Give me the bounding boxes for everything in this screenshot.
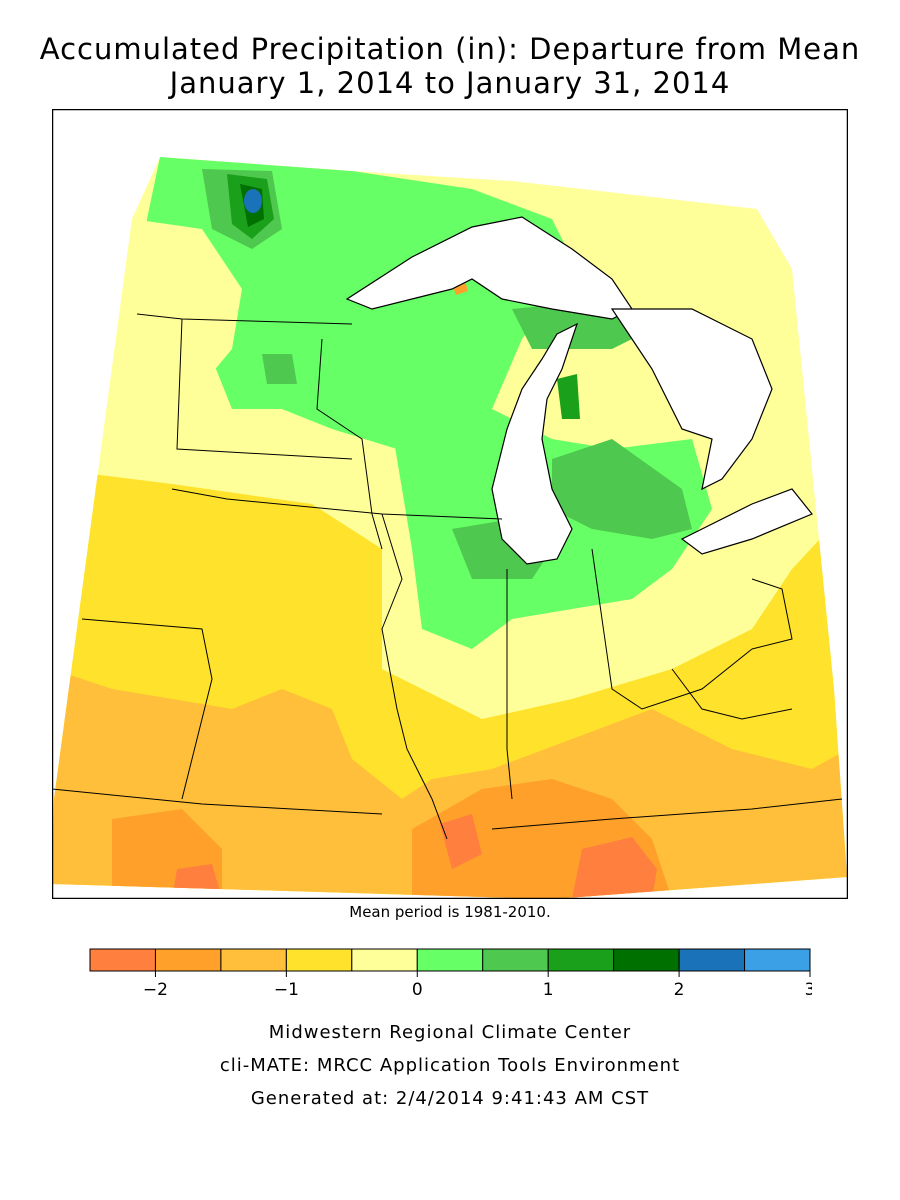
precipitation-departure-map xyxy=(52,109,848,899)
legend-swatch xyxy=(613,948,680,972)
map-title: Accumulated Precipitation (in): Departur… xyxy=(39,32,861,66)
legend-swatch xyxy=(547,948,615,972)
contour-fill xyxy=(52,157,847,899)
legend-tick-label: 1 xyxy=(543,980,554,1000)
legend-swatch xyxy=(220,948,287,972)
state-boundaries xyxy=(52,313,843,840)
map-frame xyxy=(52,109,848,899)
legend-swatch xyxy=(89,948,156,972)
legend-tick-label: 0 xyxy=(412,980,423,1000)
footer-organization: Midwestern Regional Climate Center xyxy=(268,1022,632,1043)
map-date-range: January 1, 2014 to January 31, 2014 xyxy=(169,66,731,100)
color-legend: −2 −1 0 1 2 3 xyxy=(89,948,812,1000)
zone-below-minus-2-b xyxy=(572,837,657,899)
legend-tick-label: −1 xyxy=(274,980,299,1000)
zone-below-minus-2-a xyxy=(440,814,482,869)
legend-swatch xyxy=(744,948,811,972)
legend-tick-label: 3 xyxy=(805,980,812,1000)
legend-swatch xyxy=(416,948,484,972)
zone-0.5-to-1-c xyxy=(552,439,692,539)
footer-tool-name: cli-MATE: MRCC Application Tools Environ… xyxy=(219,1055,681,1076)
mean-period-note: Mean period is 1981-2010. xyxy=(349,903,551,921)
legend-tick-label: −2 xyxy=(143,980,168,1000)
footer-generated-at: Generated at: 2/4/2014 9:41:43 AM CST xyxy=(250,1088,650,1109)
legend-tick-label: 2 xyxy=(674,980,685,1000)
legend-swatch xyxy=(154,948,222,972)
legend-swatch xyxy=(351,948,418,972)
lake-michigan xyxy=(491,322,579,565)
legend-swatch xyxy=(678,948,746,972)
legend-swatch xyxy=(285,948,353,972)
great-lakes xyxy=(345,216,813,565)
zone-2-to-2.5 xyxy=(244,189,262,213)
legend-swatch xyxy=(482,948,549,972)
lake-huron xyxy=(610,308,773,491)
zone-0.5-to-1-a xyxy=(262,354,297,384)
zone-1-to-1.5-michigan xyxy=(557,374,580,419)
lake-superior xyxy=(345,216,633,320)
lake-erie xyxy=(680,488,813,555)
